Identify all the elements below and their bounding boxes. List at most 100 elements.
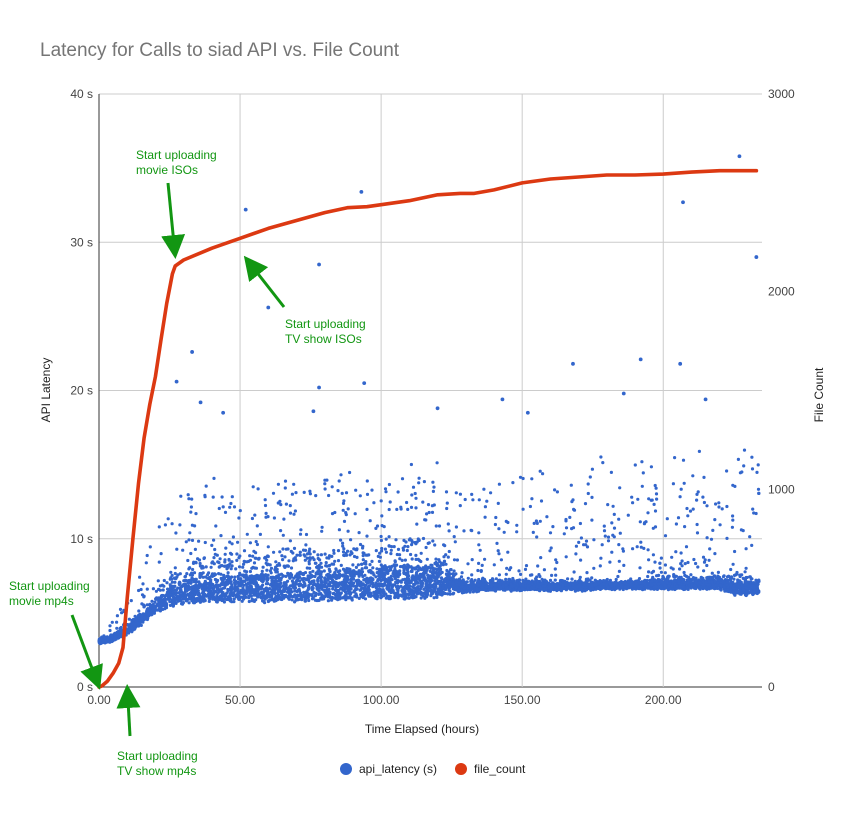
latency-point (405, 573, 409, 577)
latency-point (260, 596, 264, 600)
y-right-tick-label: 1000 (768, 482, 795, 496)
latency-point (359, 593, 363, 597)
latency-point (223, 592, 228, 596)
latency-point (499, 558, 503, 562)
latency-point (168, 600, 172, 604)
latency-point (202, 556, 206, 561)
latency-point (532, 521, 536, 526)
latency-point (357, 574, 361, 578)
latency-point (531, 530, 535, 535)
latency-point (496, 501, 500, 505)
latency-point (437, 524, 442, 528)
latency-point (303, 571, 308, 575)
latency-point (396, 547, 401, 552)
latency-point (388, 588, 392, 592)
latency-point (653, 560, 657, 564)
latency-point (725, 469, 729, 473)
latency-point (398, 565, 403, 569)
latency-point (414, 506, 418, 510)
latency-point (197, 558, 202, 562)
latency-point (293, 509, 297, 513)
latency-point (269, 566, 274, 570)
latency-point (477, 498, 481, 502)
latency-point (223, 552, 227, 556)
latency-point (447, 549, 451, 554)
latency-point (564, 517, 568, 522)
latency-point (387, 544, 391, 548)
latency-point (279, 503, 283, 507)
latency-point (435, 562, 439, 566)
latency-point (145, 603, 149, 607)
latency-point (555, 490, 560, 494)
latency-point (244, 575, 248, 579)
latency-point (383, 487, 388, 491)
latency-point (744, 593, 748, 598)
latency-point (349, 550, 353, 554)
latency-point (142, 604, 146, 608)
latency-point (374, 575, 378, 579)
latency-point (198, 564, 202, 568)
y-left-tick-label: 30 s (70, 235, 93, 249)
latency-point (461, 579, 465, 583)
latency-point (452, 535, 456, 539)
latency-point (733, 484, 737, 488)
latency-point (262, 577, 266, 581)
latency-point (346, 529, 350, 533)
latency-point (187, 538, 191, 542)
latency-point (504, 572, 508, 576)
latency-point (554, 573, 558, 577)
latency-point (314, 494, 318, 498)
latency-point (221, 505, 225, 509)
latency-point (616, 574, 620, 579)
latency-point (127, 617, 131, 621)
latency-point (569, 483, 573, 487)
latency-point (203, 579, 207, 583)
latency-point (246, 581, 251, 585)
latency-point (670, 555, 674, 559)
latency-point (695, 522, 699, 527)
latency-point (333, 559, 337, 563)
latency-point (466, 562, 470, 566)
latency-point (550, 573, 554, 578)
latency-point (394, 538, 398, 542)
latency-point (651, 553, 656, 557)
latency-point (378, 551, 382, 555)
latency-point (399, 505, 403, 509)
latency-point (414, 553, 418, 558)
latency-point (389, 590, 393, 595)
latency-point (269, 583, 273, 587)
latency-point (190, 538, 195, 543)
latency-point (725, 536, 729, 541)
latency-point (263, 498, 267, 502)
latency-point (570, 500, 574, 504)
latency-point (245, 578, 250, 582)
latency-point (207, 599, 211, 604)
latency-point (743, 570, 747, 574)
latency-point (352, 574, 356, 578)
latency-point (261, 565, 265, 569)
latency-point (678, 567, 682, 571)
latency-point (676, 516, 681, 520)
latency-point (252, 561, 257, 565)
latency-point (692, 557, 696, 562)
latency-point (272, 516, 276, 520)
latency-point (401, 548, 406, 552)
latency-point (276, 591, 280, 595)
latency-point (402, 568, 406, 573)
latency-point (314, 561, 318, 565)
latency-point (173, 580, 177, 584)
latency-point (470, 492, 474, 496)
latency-point (578, 521, 583, 526)
latency-point (400, 589, 405, 594)
latency-point (553, 567, 557, 571)
latency-point (541, 472, 545, 476)
latency-point (555, 560, 559, 565)
latency-point (419, 596, 423, 600)
latency-point (170, 580, 174, 584)
latency-point (659, 570, 664, 574)
latency-point (129, 599, 133, 603)
latency-point (417, 481, 421, 485)
latency-point (679, 487, 683, 491)
latency-point (731, 562, 735, 566)
latency-point (691, 474, 695, 478)
